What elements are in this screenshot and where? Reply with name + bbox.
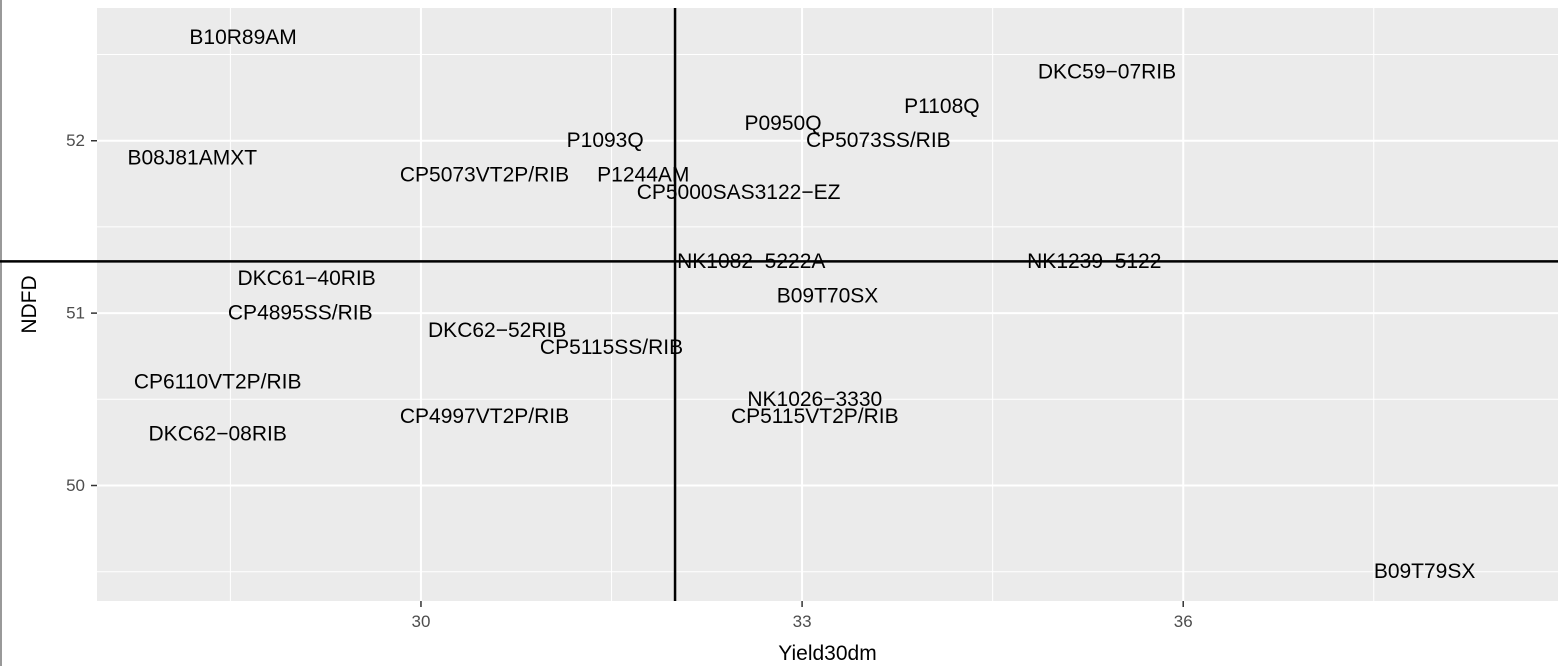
point-label: P1093Q: [567, 129, 644, 152]
point-label: B08J81AMXT: [128, 146, 258, 169]
point-labels: B10R89AM DKC59−07RIB P1108Q P0950Q P1093Q CP5…: [128, 26, 1476, 583]
point-label: CP4997VT2P/RIB: [400, 405, 569, 428]
point-label: CP5115VT2P/RIB: [731, 405, 899, 428]
point-label: B09T70SX: [777, 284, 879, 307]
y-tick-label: 51: [66, 304, 85, 323]
point-label: DKC62−52RIB: [428, 319, 566, 342]
axis-ticks: 30 33 36 50 51 52: [66, 131, 1193, 631]
point-label: CP5073SS/RIB: [806, 129, 951, 152]
point-label: B09T79SX: [1374, 560, 1476, 583]
point-label: DKC61−40RIB: [237, 267, 375, 290]
y-tick-label: 50: [66, 476, 85, 495]
point-label: NK1082 5222A: [677, 250, 825, 273]
point-label: CP4895SS/RIB: [228, 302, 373, 325]
grid-lines: [97, 8, 1558, 601]
x-tick-label: 30: [411, 612, 430, 631]
point-label: CP5115SS/RIB: [540, 336, 683, 359]
y-axis-title: NDFD: [18, 275, 41, 333]
point-label: CP6110VT2P/RIB: [134, 371, 302, 394]
point-label: NK1026−3330: [747, 388, 882, 411]
plot-panel: [97, 8, 1558, 601]
point-label: CP5073VT2P/RIB: [400, 164, 569, 187]
point-label: DKC62−08RIB: [149, 422, 287, 445]
x-axis-title: Yield30dm: [778, 642, 876, 665]
point-label: P1108Q: [904, 95, 980, 118]
point-label: NK1239 5122: [1027, 250, 1161, 273]
point-label: DKC59−07RIB: [1038, 60, 1176, 83]
point-label: P1244AM: [597, 164, 689, 187]
point-label: P0950Q: [745, 112, 822, 135]
reference-lines: [0, 8, 1558, 601]
x-tick-label: 33: [793, 612, 812, 631]
x-tick-label: 36: [1174, 612, 1193, 631]
point-label: B10R89AM: [189, 26, 296, 49]
y-tick-label: 52: [66, 131, 85, 150]
point-label: CP5000SAS3122−EZ: [637, 181, 841, 204]
